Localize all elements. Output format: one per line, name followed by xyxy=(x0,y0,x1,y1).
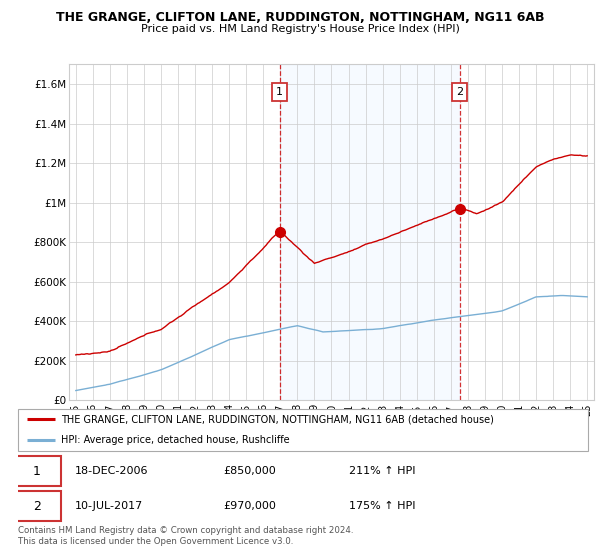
Text: HPI: Average price, detached house, Rushcliffe: HPI: Average price, detached house, Rush… xyxy=(61,435,289,445)
Bar xyxy=(280,64,460,400)
Text: £850,000: £850,000 xyxy=(223,466,276,476)
Text: 1: 1 xyxy=(33,465,41,478)
Text: 1: 1 xyxy=(276,87,283,97)
Text: 2: 2 xyxy=(33,500,41,512)
Text: THE GRANGE, CLIFTON LANE, RUDDINGTON, NOTTINGHAM, NG11 6AB: THE GRANGE, CLIFTON LANE, RUDDINGTON, NO… xyxy=(56,11,544,24)
Text: 2: 2 xyxy=(456,87,463,97)
FancyBboxPatch shape xyxy=(12,456,61,486)
Text: £970,000: £970,000 xyxy=(223,501,276,511)
FancyBboxPatch shape xyxy=(18,409,588,451)
Text: 175% ↑ HPI: 175% ↑ HPI xyxy=(349,501,415,511)
Text: THE GRANGE, CLIFTON LANE, RUDDINGTON, NOTTINGHAM, NG11 6AB (detached house): THE GRANGE, CLIFTON LANE, RUDDINGTON, NO… xyxy=(61,414,494,424)
Text: 18-DEC-2006: 18-DEC-2006 xyxy=(75,466,149,476)
Text: 211% ↑ HPI: 211% ↑ HPI xyxy=(349,466,415,476)
Text: Price paid vs. HM Land Registry's House Price Index (HPI): Price paid vs. HM Land Registry's House … xyxy=(140,24,460,34)
Text: Contains HM Land Registry data © Crown copyright and database right 2024.
This d: Contains HM Land Registry data © Crown c… xyxy=(18,526,353,546)
Text: 10-JUL-2017: 10-JUL-2017 xyxy=(75,501,143,511)
FancyBboxPatch shape xyxy=(12,492,61,521)
